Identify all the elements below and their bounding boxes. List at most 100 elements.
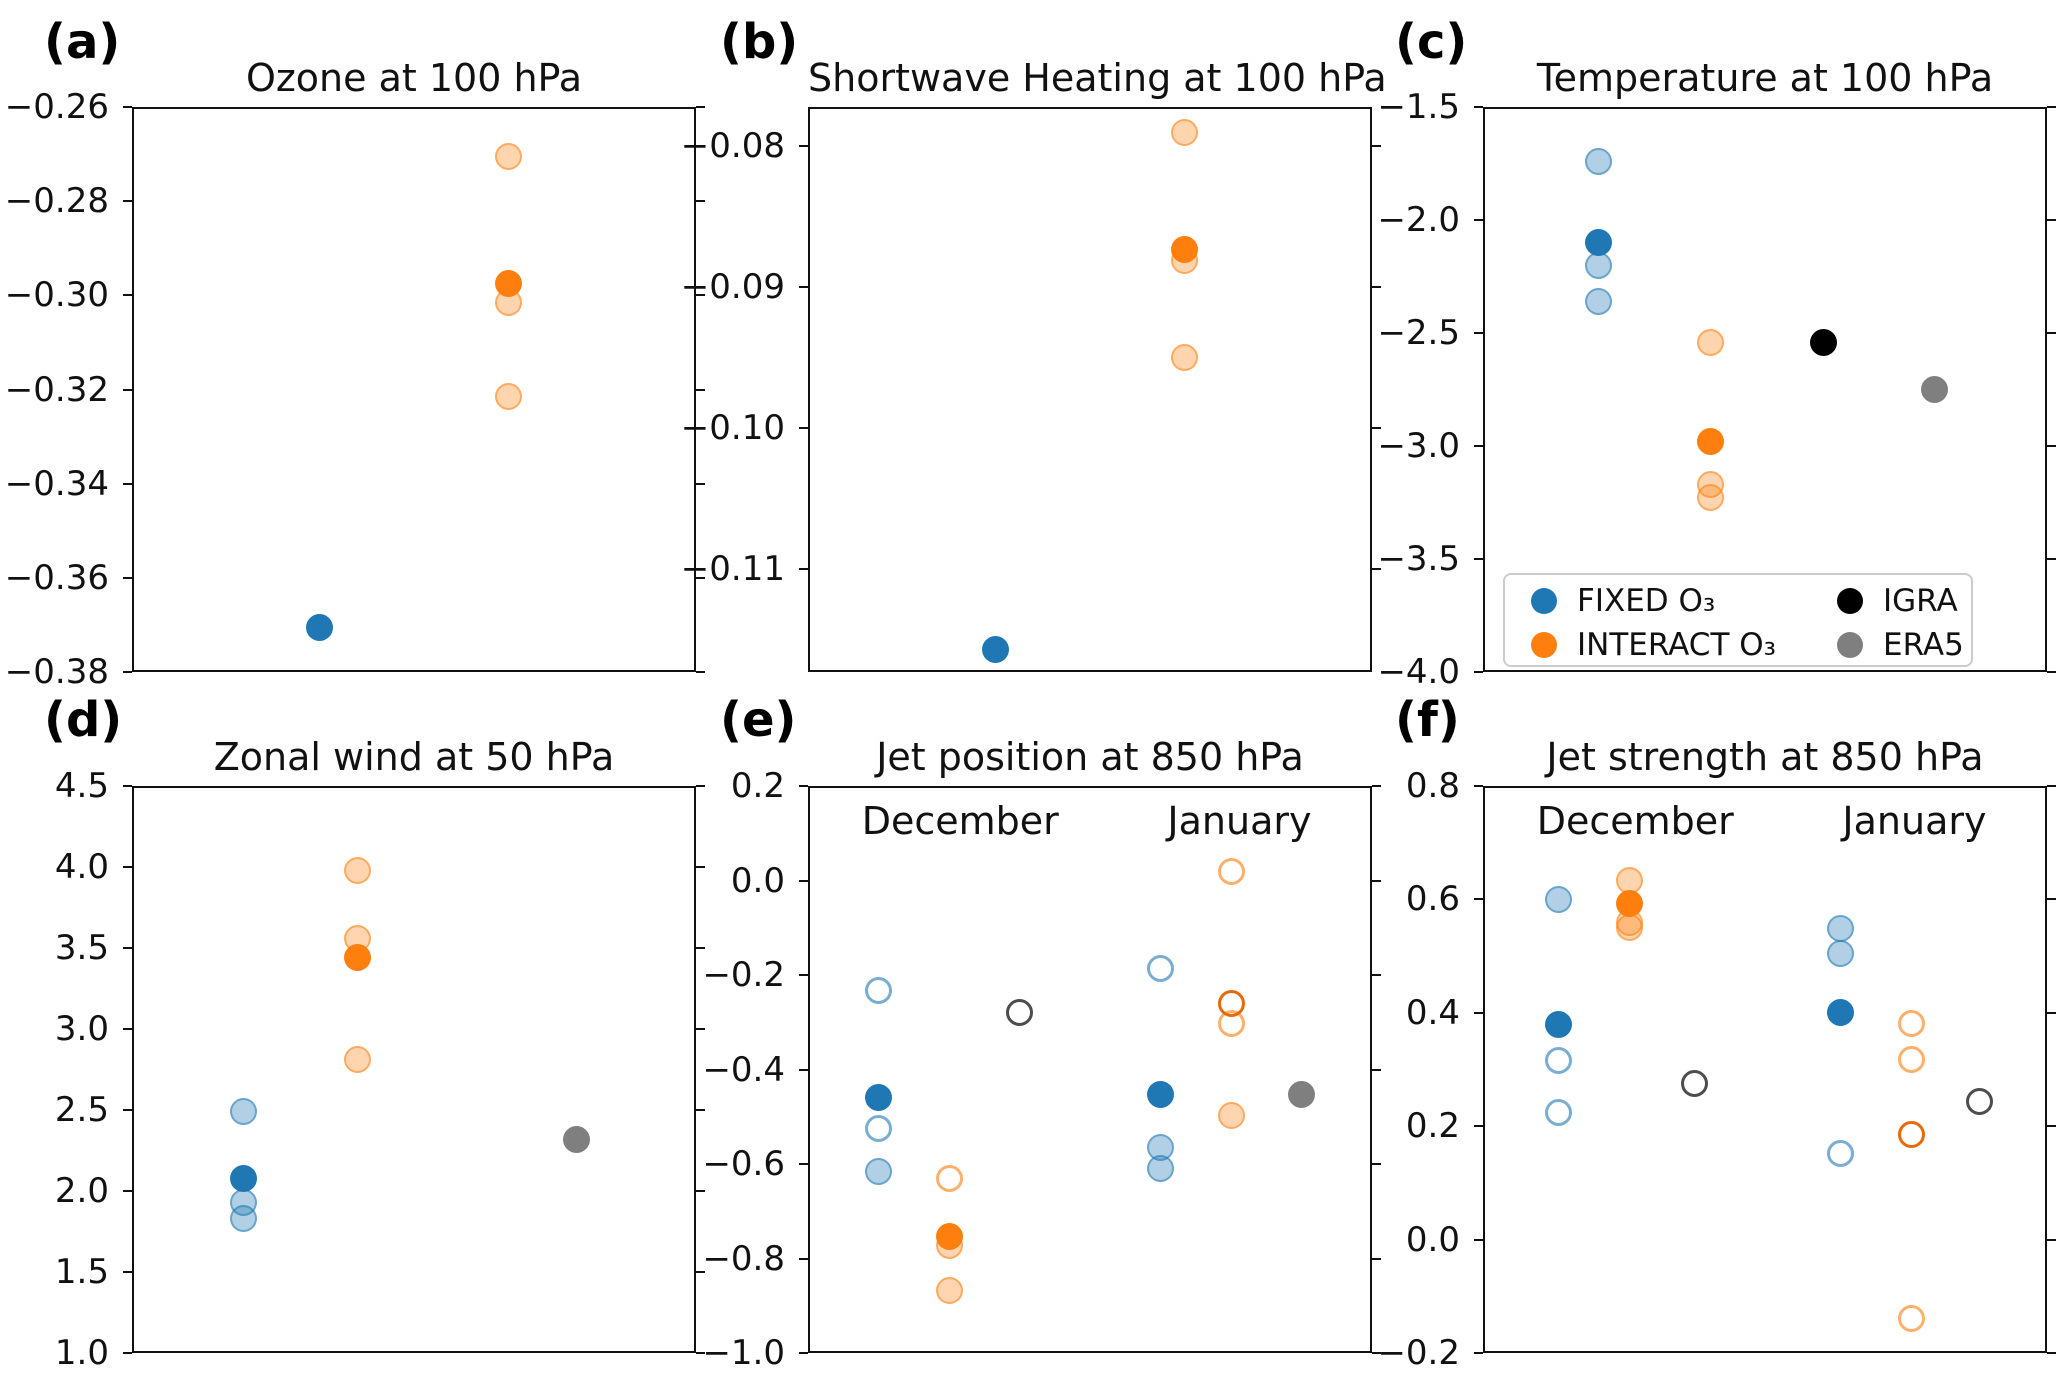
panel-label-d: (d) [44,692,123,748]
y-tick-mark-right [2047,785,2056,787]
data-point-openblue [1544,1047,1572,1075]
y-tick-mark-left [1474,445,1483,447]
data-point-orange [494,270,522,298]
y-tick-label: −0.28 [4,181,109,222]
y-tick-label: −3.0 [1377,426,1460,466]
data-point-openorange [1897,1045,1925,1073]
month-label-december: December [1536,799,1734,843]
y-tick-mark-left [799,427,808,430]
legend-label: INTERACT O₃ [1577,627,1777,663]
y-tick-mark-left [123,106,132,108]
y-tick-mark-right [2047,106,2056,108]
y-tick-label: −2.0 [1377,200,1460,240]
data-point-opendarkorange [1217,989,1245,1017]
y-tick-label: −3.5 [1377,539,1460,579]
legend-marker-orange [1531,632,1557,658]
y-tick-mark-left [123,785,132,787]
data-point-openblue [865,976,892,1004]
y-tick-label: 1.0 [54,1333,109,1373]
y-tick-label: 0.0 [730,860,785,901]
y-tick-mark-left [799,1257,808,1260]
data-point-lightblue [1147,1154,1174,1182]
legend-marker-black [1837,588,1863,614]
y-tick-label: −1.0 [702,1333,785,1373]
data-point-openorange [1897,1009,1925,1037]
y-tick-mark-right [1372,145,1381,148]
data-point-lightorange [1217,1102,1245,1130]
data-point-lightorange [494,383,522,411]
y-tick-mark-left [123,482,132,485]
y-tick-mark-left [1474,1352,1483,1354]
y-tick-mark-left [1474,671,1483,673]
y-tick-mark-left [123,576,132,579]
panel-label-f: (f) [1395,692,1460,748]
y-tick-mark-left [123,1352,132,1354]
data-point-openorange [1217,858,1245,886]
y-tick-mark-right [2047,1238,2056,1241]
y-tick-mark-right [696,482,705,485]
month-label-december: December [861,799,1059,843]
y-tick-mark-right [2047,671,2056,673]
y-tick-mark-right [696,866,705,868]
y-tick-mark-left [1474,1011,1483,1014]
axes-panel-b [808,107,1372,672]
y-tick-label: −0.8 [702,1238,785,1279]
y-tick-label: −0.10 [680,408,785,449]
panel-title-b: Shortwave Heating at 100 hPa [808,56,1387,100]
data-point-lightblue [1826,939,1854,967]
axes-panel-d [132,786,696,1353]
data-point-blue [1826,998,1854,1026]
y-tick-mark-right [696,106,705,108]
data-point-opendarkorange [1897,1120,1925,1148]
y-tick-mark-right [696,1028,705,1030]
y-tick-label: −0.30 [4,275,109,316]
y-tick-label: 0.2 [1405,1106,1460,1147]
y-tick-label: 0.0 [1405,1219,1460,1260]
y-tick-mark-left [1474,219,1483,221]
y-tick-label: −0.32 [4,369,109,410]
y-tick-label: −0.26 [4,87,109,127]
data-point-lightorange [1696,484,1724,512]
data-point-orange [344,944,372,972]
y-tick-mark-right [696,785,705,787]
data-point-lightorange [344,856,372,884]
legend: FIXED O₃ INTERACT O₃ IGRA ERA5 [1503,573,1973,667]
y-tick-mark-right [2047,1011,2056,1014]
y-tick-label: −4.0 [1377,652,1460,692]
y-tick-mark-left [799,1163,808,1165]
y-tick-label: −0.36 [4,557,109,598]
panel-title-e: Jet position at 850 hPa [876,735,1304,779]
data-point-orange [1616,889,1644,917]
y-tick-mark-left [799,879,808,882]
data-point-orange [1170,235,1198,263]
y-tick-mark-right [2047,332,2056,334]
y-tick-label: 0.2 [730,766,785,806]
panel-label-e: (e) [720,692,797,748]
panel-label-c: (c) [1395,14,1468,70]
y-tick-mark-left [123,200,132,203]
y-tick-label: −0.2 [1377,1333,1460,1373]
data-point-lightorange [1170,344,1198,372]
data-point-black [1809,328,1837,356]
data-point-lightblue [229,1098,257,1126]
y-tick-mark-right [2047,898,2056,901]
y-tick-label: 0.4 [1405,992,1460,1033]
y-tick-mark-left [799,145,808,148]
y-tick-mark-right [1372,785,1381,787]
data-point-lightblue [1544,885,1572,913]
y-tick-mark-left [799,286,808,289]
y-tick-mark-right [2047,558,2056,560]
data-point-lightorange [344,1046,372,1074]
y-tick-mark-right [1372,1163,1381,1165]
data-point-lightorange [935,1276,963,1304]
y-tick-mark-left [1474,332,1483,334]
y-tick-label: 4.5 [54,766,109,806]
y-tick-mark-right [1372,1257,1381,1260]
y-tick-mark-right [1372,427,1381,430]
panel-title-f: Jet strength at 850 hPa [1546,735,1984,779]
y-tick-label: −2.5 [1377,313,1460,353]
y-tick-mark-right [696,1271,705,1273]
y-tick-mark-left [123,866,132,868]
y-tick-mark-left [123,947,132,949]
legend-marker-blue [1531,588,1557,614]
